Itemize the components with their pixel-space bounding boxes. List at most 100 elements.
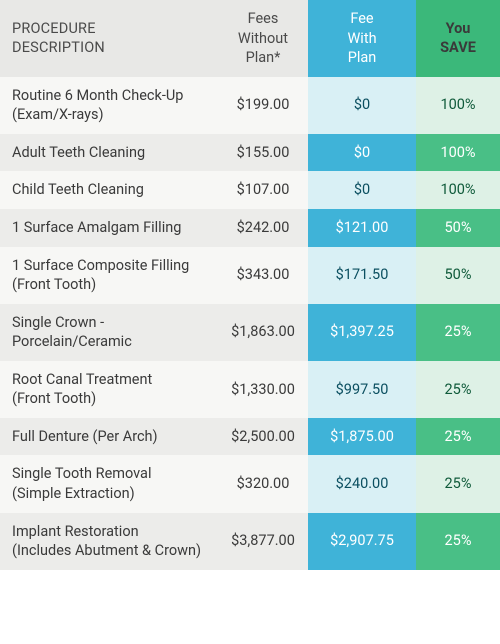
you-save-value: 25% <box>445 531 472 551</box>
col-header-procedure-line2: DESCRIPTION <box>12 38 208 58</box>
cell-procedure: Adult Teeth Cleaning <box>0 134 218 172</box>
cell-you-save: 50% <box>416 209 500 247</box>
fee-without-value: $320.00 <box>237 474 290 494</box>
col-header-fee-without: Fees Without Plan* <box>218 0 308 77</box>
fee-with-plan-value: $0 <box>354 95 370 115</box>
fee-without-value: $1,330.00 <box>231 380 295 400</box>
cell-fee-with-plan: $171.50 <box>308 247 416 304</box>
cell-fee-without: $1,863.00 <box>218 304 308 361</box>
procedure-title: 1 Surface Amalgam Filling <box>12 218 208 238</box>
cell-fee-without: $242.00 <box>218 209 308 247</box>
cell-you-save: 25% <box>416 418 500 456</box>
you-save-value: 25% <box>445 474 472 494</box>
cell-procedure: Root Canal Treatment(Front Tooth) <box>0 361 218 418</box>
cell-you-save: 25% <box>416 455 500 512</box>
cell-fee-without: $2,500.00 <box>218 418 308 456</box>
cell-fee-without: $155.00 <box>218 134 308 172</box>
table-body: Routine 6 Month Check-Up(Exam/X-rays) $19… <box>0 77 500 570</box>
fee-with-plan-value: $2,907.75 <box>330 531 394 551</box>
cell-procedure: 1 Surface Composite Filling(Front Tooth) <box>0 247 218 304</box>
fee-without-value: $343.00 <box>237 265 290 285</box>
col-header-plan-line1: Fee <box>350 9 373 29</box>
cell-you-save: 100% <box>416 171 500 209</box>
cell-fee-without: $3,877.00 <box>218 513 308 570</box>
col-header-fee-line3: Plan* <box>246 48 281 68</box>
col-header-you-save: You SAVE <box>416 0 500 77</box>
cell-fee-with-plan: $997.50 <box>308 361 416 418</box>
procedure-title: Routine 6 Month Check-Up <box>12 86 208 106</box>
col-header-save-line1: You <box>446 19 471 39</box>
fee-with-plan-value: $0 <box>354 180 370 200</box>
you-save-value: 25% <box>445 322 472 342</box>
cell-fee-with-plan: $2,907.75 <box>308 513 416 570</box>
cell-fee-with-plan: $121.00 <box>308 209 416 247</box>
cell-fee-with-plan: $0 <box>308 171 416 209</box>
table-header-row: PROCEDURE DESCRIPTION Fees Without Plan*… <box>0 0 500 77</box>
cell-fee-with-plan: $1,397.25 <box>308 304 416 361</box>
cell-fee-without: $107.00 <box>218 171 308 209</box>
procedure-title: 1 Surface Composite Filling <box>12 256 208 276</box>
procedure-title: Implant Restoration <box>12 522 208 542</box>
table-row: Implant Restoration(Includes Abutment & … <box>0 513 500 570</box>
cell-you-save: 50% <box>416 247 500 304</box>
table-row: 1 Surface Amalgam Filling $242.00 $121.00 5… <box>0 209 500 247</box>
you-save-value: 100% <box>440 143 475 163</box>
procedure-subtitle: (Includes Abutment & Crown) <box>12 541 208 561</box>
you-save-value: 25% <box>445 380 472 400</box>
procedure-title: Single Crown - Porcelain/Ceramic <box>12 313 208 352</box>
cell-fee-with-plan: $1,875.00 <box>308 418 416 456</box>
cell-procedure: Single Tooth Removal(Simple Extraction) <box>0 455 218 512</box>
table-row: 1 Surface Composite Filling(Front Tooth)… <box>0 247 500 304</box>
table-row: Adult Teeth Cleaning $155.00 $0 100% <box>0 134 500 172</box>
pricing-table: PROCEDURE DESCRIPTION Fees Without Plan*… <box>0 0 500 570</box>
fee-with-plan-value: $1,397.25 <box>330 322 394 342</box>
col-header-fee-with-plan: Fee With Plan <box>308 0 416 77</box>
fee-with-plan-value: $1,875.00 <box>330 427 394 447</box>
cell-fee-with-plan: $0 <box>308 77 416 134</box>
procedure-subtitle: (Simple Extraction) <box>12 484 208 504</box>
cell-procedure: Routine 6 Month Check-Up(Exam/X-rays) <box>0 77 218 134</box>
cell-fee-without: $199.00 <box>218 77 308 134</box>
procedure-subtitle: (Front Tooth) <box>12 389 208 409</box>
cell-procedure: Single Crown - Porcelain/Ceramic <box>0 304 218 361</box>
cell-you-save: 25% <box>416 361 500 418</box>
fee-with-plan-value: $997.50 <box>336 380 389 400</box>
cell-you-save: 100% <box>416 77 500 134</box>
procedure-title: Single Tooth Removal <box>12 464 208 484</box>
you-save-value: 100% <box>440 95 475 115</box>
cell-fee-with-plan: $0 <box>308 134 416 172</box>
procedure-subtitle: (Front Tooth) <box>12 275 208 295</box>
cell-fee-without: $1,330.00 <box>218 361 308 418</box>
you-save-value: 100% <box>440 180 475 200</box>
col-header-plan-line2: With <box>347 29 376 49</box>
table-row: Full Denture (Per Arch) $2,500.00 $1,875.0… <box>0 418 500 456</box>
col-header-plan-line3: Plan <box>348 48 377 68</box>
cell-procedure: Full Denture (Per Arch) <box>0 418 218 456</box>
you-save-value: 50% <box>445 218 472 238</box>
cell-procedure: Implant Restoration(Includes Abutment & … <box>0 513 218 570</box>
col-header-fee-line2: Without <box>238 29 288 49</box>
fee-without-value: $155.00 <box>237 143 290 163</box>
cell-you-save: 25% <box>416 513 500 570</box>
col-header-fee-line1: Fees <box>248 9 279 29</box>
fee-without-value: $3,877.00 <box>231 531 295 551</box>
cell-you-save: 25% <box>416 304 500 361</box>
table-row: Single Crown - Porcelain/Ceramic $1,863.0… <box>0 304 500 361</box>
fee-without-value: $2,500.00 <box>231 427 295 447</box>
table-row: Routine 6 Month Check-Up(Exam/X-rays) $19… <box>0 77 500 134</box>
you-save-value: 50% <box>445 265 472 285</box>
fee-with-plan-value: $121.00 <box>336 218 389 238</box>
cell-fee-with-plan: $240.00 <box>308 455 416 512</box>
table-row: Single Tooth Removal(Simple Extraction) $… <box>0 455 500 512</box>
col-header-procedure-line1: PROCEDURE <box>12 19 208 39</box>
table-row: Root Canal Treatment(Front Tooth) $1,330.… <box>0 361 500 418</box>
fee-with-plan-value: $0 <box>354 143 370 163</box>
fee-without-value: $199.00 <box>237 95 290 115</box>
fee-without-value: $107.00 <box>237 180 290 200</box>
fee-with-plan-value: $171.50 <box>336 265 389 285</box>
procedure-subtitle: (Exam/X-rays) <box>12 105 208 125</box>
cell-fee-without: $320.00 <box>218 455 308 512</box>
cell-procedure: Child Teeth Cleaning <box>0 171 218 209</box>
cell-you-save: 100% <box>416 134 500 172</box>
procedure-title: Full Denture (Per Arch) <box>12 427 208 447</box>
